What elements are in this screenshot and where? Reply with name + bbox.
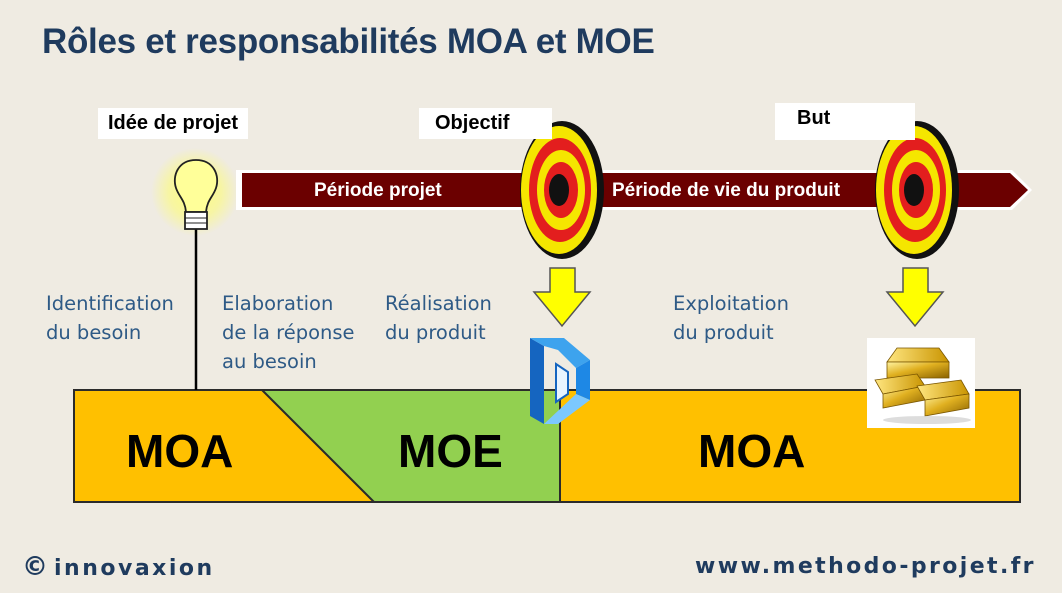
target-icon (520, 121, 604, 259)
project-period-arrow (236, 170, 560, 210)
target-icon (875, 121, 959, 259)
role-moa-right: MOA (698, 425, 806, 477)
phase-line: du besoin (46, 321, 142, 344)
lightbulb-icon (151, 148, 239, 390)
milestone-objective-label: Objectif (419, 108, 552, 139)
phase-line: Exploitation (673, 292, 789, 315)
milestone-goal-label: But (775, 103, 915, 140)
footer-brand: © innovaxion (22, 552, 215, 582)
project-period-label: Période projet (314, 180, 442, 201)
phase-realisation: Réalisation du produit (385, 289, 492, 347)
down-arrow-icon (885, 267, 945, 328)
role-band-border (73, 389, 1021, 503)
page-title: Rôles et responsabilités MOA et MOE (42, 22, 655, 61)
phase-line: de la réponse (222, 321, 355, 344)
milestone-idea-label: Idée de projet (98, 108, 249, 139)
role-band (73, 389, 1021, 503)
role-moa-left: MOA (126, 425, 234, 477)
product-life-label: Période de vie du produit (612, 180, 841, 201)
phase-line: au besoin (222, 350, 317, 373)
brand-name: innovaxion (54, 556, 215, 581)
impossible-shape-icon (530, 338, 590, 424)
phase-line: Identification (46, 292, 174, 315)
moa-moe-divider (261, 389, 375, 503)
phase-line: du produit (673, 321, 774, 344)
phase-line: du produit (385, 321, 486, 344)
phase-line: Elaboration (222, 292, 334, 315)
down-arrow-icon (532, 267, 592, 328)
phase-elaboration: Elaboration de la réponse au besoin (222, 289, 355, 376)
role-moe: MOE (398, 425, 503, 477)
phase-identification: Identification du besoin (46, 289, 174, 347)
moe-zone (262, 390, 560, 502)
phase-line: Réalisation (385, 292, 492, 315)
phase-exploitation: Exploitation du produit (673, 289, 789, 347)
copyright-icon: © (22, 552, 48, 582)
gold-bars-icon (867, 338, 975, 428)
footer-website: www.methodo-projet.fr (695, 554, 1036, 579)
